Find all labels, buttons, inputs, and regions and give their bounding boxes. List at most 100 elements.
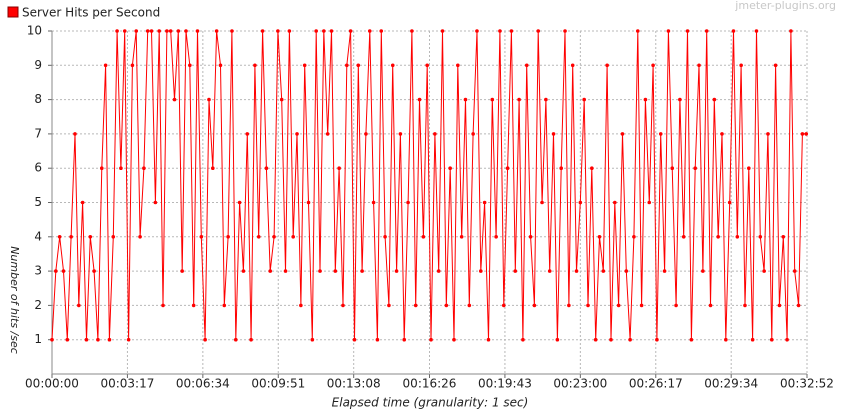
- data-point: [233, 337, 238, 342]
- y-tick-label: 2: [34, 298, 42, 312]
- data-point: [739, 63, 743, 68]
- data-point: [214, 29, 219, 33]
- y-tick-label: 7: [34, 126, 42, 140]
- data-point: [279, 97, 284, 102]
- data-point: [574, 269, 579, 273]
- data-point: [199, 235, 204, 239]
- data-point: [670, 166, 675, 170]
- data-point: [142, 166, 146, 170]
- data-point: [268, 269, 273, 273]
- data-point: [126, 337, 131, 342]
- data-point: [299, 303, 303, 308]
- data-point: [678, 97, 682, 102]
- x-tick-label: 00:09:51: [251, 377, 305, 391]
- data-point: [153, 200, 158, 205]
- data-point: [241, 269, 246, 273]
- data-point: [77, 303, 81, 308]
- data-point: [505, 166, 510, 170]
- data-point: [145, 29, 150, 33]
- data-point: [226, 235, 230, 239]
- data-point: [253, 63, 257, 68]
- data-point: [80, 200, 85, 205]
- data-point: [452, 337, 456, 342]
- data-point: [364, 132, 368, 136]
- data-point: [383, 235, 387, 239]
- data-point: [475, 29, 479, 33]
- data-point: [693, 166, 698, 170]
- data-point: [429, 337, 433, 342]
- data-point: [796, 303, 801, 308]
- data-point: [635, 29, 640, 33]
- data-point: [348, 29, 353, 33]
- data-point: [727, 200, 732, 205]
- data-point: [490, 97, 495, 102]
- data-point: [689, 337, 694, 342]
- data-point: [341, 303, 345, 308]
- data-point: [287, 29, 292, 33]
- data-point: [681, 235, 686, 239]
- data-point: [559, 166, 564, 170]
- data-point: [785, 337, 789, 342]
- legend-label: Server Hits per Second: [22, 6, 160, 20]
- x-tick-label: 00:16:26: [403, 377, 457, 391]
- y-axis-label: Number of hits /sec: [8, 246, 21, 354]
- data-point: [616, 303, 621, 308]
- data-point: [138, 235, 142, 239]
- data-point: [708, 303, 713, 308]
- data-point: [716, 235, 720, 239]
- data-point: [555, 337, 560, 342]
- data-point: [360, 269, 364, 273]
- legend-swatch: [7, 6, 19, 18]
- series-line: [51, 30, 807, 340]
- data-point: [440, 29, 445, 33]
- data-point: [658, 132, 663, 136]
- data-point: [544, 97, 548, 102]
- data-point: [436, 269, 441, 273]
- data-point: [532, 303, 537, 308]
- y-tick-label: 1: [34, 332, 42, 346]
- data-point: [410, 29, 414, 33]
- data-point: [191, 303, 196, 308]
- data-point: [421, 235, 426, 239]
- data-point: [804, 132, 809, 136]
- x-tick-label: 00:00:00: [25, 377, 79, 391]
- data-point: [375, 337, 380, 342]
- data-point: [99, 166, 104, 170]
- data-point: [620, 132, 625, 136]
- data-point: [551, 132, 556, 136]
- data-point: [291, 235, 296, 239]
- data-point: [448, 166, 452, 170]
- data-point: [605, 63, 609, 68]
- data-point: [582, 97, 586, 102]
- data-point: [701, 269, 705, 273]
- data-point: [322, 29, 326, 33]
- data-point: [337, 166, 341, 170]
- data-point: [111, 235, 116, 239]
- data-point: [188, 63, 192, 68]
- data-point: [743, 303, 747, 308]
- data-point: [417, 97, 422, 102]
- data-point: [207, 97, 211, 102]
- data-point: [494, 235, 498, 239]
- data-point: [639, 303, 644, 308]
- data-point: [578, 200, 583, 205]
- data-point: [456, 63, 460, 68]
- data-point: [92, 269, 96, 273]
- data-point: [800, 132, 805, 136]
- data-point: [272, 235, 276, 239]
- data-point: [57, 235, 62, 239]
- data-point: [792, 269, 797, 273]
- data-point: [96, 337, 100, 342]
- data-point: [203, 337, 207, 342]
- data-point: [402, 337, 407, 342]
- data-point: [528, 235, 533, 239]
- data-point: [413, 303, 418, 308]
- data-point: [471, 132, 475, 136]
- data-point: [103, 63, 108, 68]
- data-point: [563, 29, 567, 33]
- data-point: [165, 29, 169, 33]
- data-point: [61, 269, 66, 273]
- data-point: [643, 97, 648, 102]
- data-point: [685, 29, 690, 33]
